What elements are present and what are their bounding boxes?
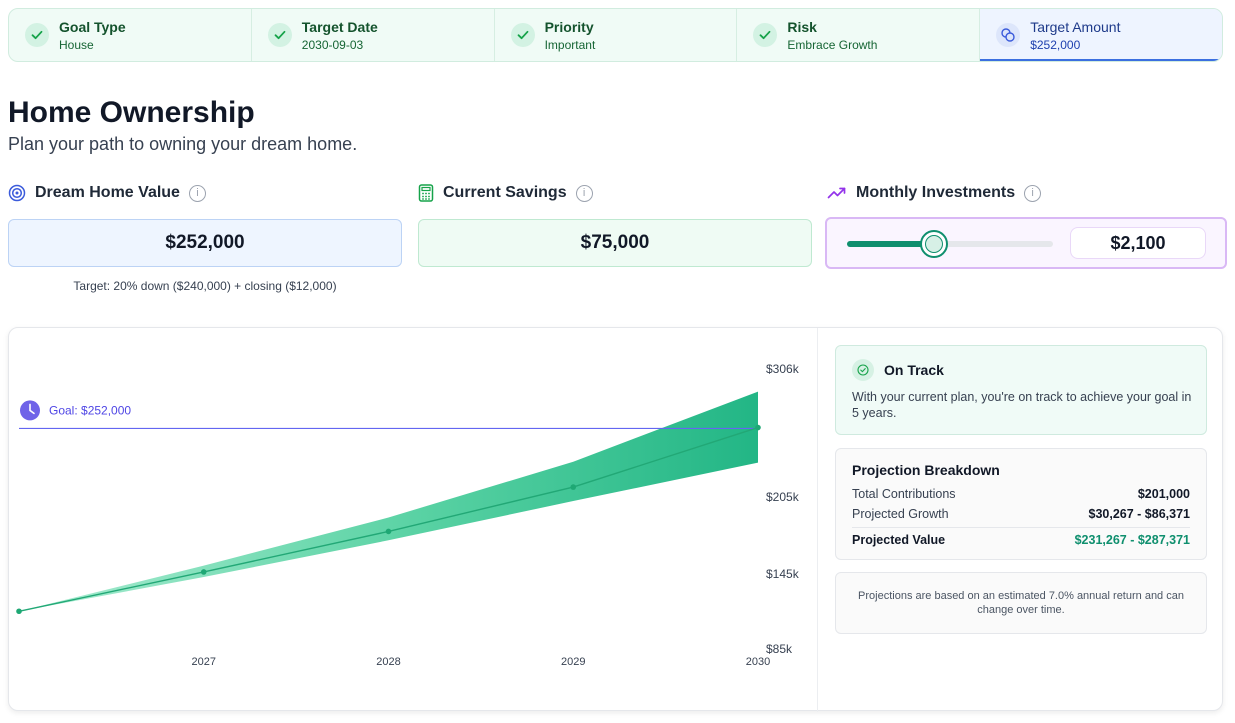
breakdown-row-value: $201,000 bbox=[1137, 487, 1190, 501]
step-label: Target Amount bbox=[1030, 18, 1121, 35]
page-title: Home Ownership bbox=[8, 96, 255, 129]
slider-fill bbox=[847, 241, 934, 247]
projection-range-band bbox=[19, 391, 758, 612]
check-icon bbox=[267, 23, 292, 47]
step-value: Embrace Growth bbox=[787, 37, 878, 52]
projection-point bbox=[755, 424, 761, 431]
step-label: Goal Type bbox=[59, 18, 126, 35]
goal-label: Goal: $252,000 bbox=[49, 403, 131, 417]
info-icon[interactable]: i bbox=[1024, 184, 1042, 202]
savings-label: Current Savings bbox=[443, 184, 567, 201]
step-value: $252,000 bbox=[1030, 37, 1081, 52]
monthly-amount-input[interactable]: $2,100 bbox=[1070, 227, 1206, 259]
slider-thumb[interactable] bbox=[919, 230, 948, 258]
y-tick-label: $145k bbox=[766, 567, 800, 581]
projection-chart: Goal: $252,000 2027 2028 2029 2030 $306k $205k… bbox=[16, 362, 800, 668]
y-tick-label: $306k bbox=[766, 362, 800, 376]
info-icon[interactable]: i bbox=[188, 184, 206, 202]
projection-card: Goal: $252,000 2027 2028 2029 2030 $306k $205k… bbox=[8, 327, 1223, 712]
projection-point bbox=[570, 484, 577, 490]
step-priority[interactable]: Priority Important bbox=[495, 9, 738, 61]
breakdown-title: Projection Breakdown bbox=[852, 462, 1000, 478]
home-value-note: Target: 20% down ($240,000) + closing ($… bbox=[73, 279, 337, 293]
home-value-input[interactable]: $252,000 bbox=[8, 219, 402, 267]
step-target-date[interactable]: Target Date 2030-09-03 bbox=[252, 9, 495, 61]
projection-point bbox=[200, 569, 207, 575]
projection-point bbox=[16, 608, 22, 615]
savings-header: Current Savings i bbox=[418, 184, 593, 202]
step-label: Priority bbox=[544, 18, 594, 35]
projection-point bbox=[385, 528, 392, 535]
breakdown-total-label: Projected Value bbox=[852, 533, 946, 547]
goal-stepper: Goal Type House Target Date 2030-09-03 Pri… bbox=[8, 8, 1223, 62]
step-goal-type[interactable]: Goal Type House bbox=[9, 9, 252, 61]
card-divider bbox=[817, 328, 818, 712]
check-icon bbox=[510, 23, 535, 47]
clock-hands bbox=[29, 403, 35, 415]
monthly-header: Monthly Investments i bbox=[827, 184, 1042, 202]
trending-up-icon bbox=[827, 186, 847, 200]
monthly-label: Monthly Investments bbox=[856, 184, 1016, 201]
target-icon bbox=[8, 184, 26, 202]
y-tick-label: $205k bbox=[766, 490, 800, 504]
breakdown-total: Projected Value $231,267 - $287,371 bbox=[852, 527, 1190, 547]
breakdown-row-label: Projected Growth bbox=[852, 507, 949, 521]
coins-icon bbox=[996, 23, 1021, 47]
breakdown-row: Total Contributions $201,000 bbox=[852, 487, 1190, 501]
monthly-input-group: $2,100 bbox=[825, 217, 1227, 269]
status-title: On Track bbox=[884, 362, 944, 378]
y-tick-label: $85k bbox=[766, 642, 793, 656]
check-icon bbox=[25, 23, 49, 47]
step-value: Important bbox=[544, 37, 596, 52]
x-tick-label: 2030 bbox=[746, 656, 770, 668]
savings-input[interactable]: $75,000 bbox=[418, 219, 812, 267]
disclaimer: Projections are based on an estimated 7.… bbox=[835, 572, 1207, 634]
step-value: House bbox=[59, 37, 94, 52]
x-tick-label: 2028 bbox=[376, 656, 400, 668]
check-icon bbox=[753, 23, 778, 47]
step-label: Target Date bbox=[301, 18, 378, 35]
step-target-amount[interactable]: Target Amount $252,000 bbox=[980, 9, 1222, 61]
breakdown-row: Projected Growth $30,267 - $86,371 bbox=[852, 507, 1190, 521]
check-circle-icon bbox=[852, 359, 874, 381]
breakdown-total-value: $231,267 - $287,371 bbox=[1074, 533, 1190, 547]
home-value-label: Dream Home Value bbox=[35, 184, 180, 201]
page-subtitle: Plan your path to owning your dream home… bbox=[8, 134, 358, 154]
status-panel: On Track With your current plan, you're … bbox=[835, 345, 1207, 435]
step-label: Risk bbox=[787, 18, 817, 35]
status-body: With your current plan, you're on track … bbox=[852, 390, 1192, 420]
x-tick-label: 2029 bbox=[561, 656, 585, 668]
info-icon[interactable]: i bbox=[575, 184, 593, 202]
x-tick-label: 2027 bbox=[192, 656, 216, 668]
monthly-slider[interactable] bbox=[847, 241, 1053, 247]
breakdown-row-value: $30,267 - $86,371 bbox=[1088, 507, 1190, 521]
step-value: 2030-09-03 bbox=[301, 37, 364, 52]
home-value-header: Dream Home Value i bbox=[8, 184, 206, 202]
step-risk[interactable]: Risk Embrace Growth bbox=[737, 9, 981, 61]
projection-breakdown: Projection Breakdown Total Contributions… bbox=[835, 448, 1207, 560]
calculator-icon bbox=[418, 184, 434, 202]
breakdown-row-label: Total Contributions bbox=[852, 487, 956, 501]
